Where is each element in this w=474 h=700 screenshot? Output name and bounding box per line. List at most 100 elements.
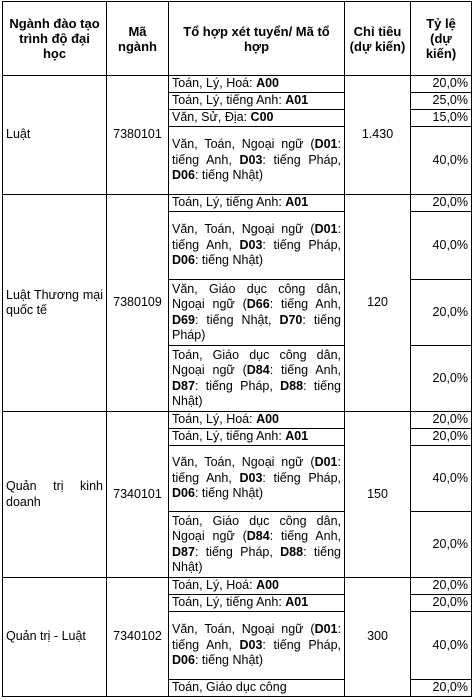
combination-cell: Toán, Lý, Hoá: A00 [168, 577, 345, 595]
combination-cell: Toán, Giáo dục công dân, Ngoại ngữ (D84:… [168, 345, 345, 412]
ratio-cell: 20,0% [410, 679, 472, 697]
header-row: Ngành đào tạo trình độ đại học Mã ngành … [2, 1, 472, 76]
combination-text: : tiếng Nhật) [194, 253, 264, 268]
ratio-cell: 20,0% [410, 594, 472, 612]
combination-cell: Văn, Giáo dục công dân, Ngoại ngữ (D66: … [168, 279, 345, 346]
combination-code: A00 [256, 578, 280, 593]
table-row: Toán, Lý, tiếng Anh: A01 20,0% [3, 594, 472, 612]
table-row: Toán, Giáo dục công 20,0% [3, 679, 472, 697]
combination-code: D87 [172, 378, 195, 393]
quota-cell: 150 [344, 411, 411, 578]
table-row: Luật Thương mại quốc tế 7380109 Toán, Lý, … [2, 194, 472, 412]
combination-text: : tiếng Nhật) [172, 544, 341, 575]
combination-code: D88 [280, 544, 304, 559]
major-code: 7380101 [106, 75, 169, 195]
combination-cell: Toán, Lý, tiếng Anh: A01 [168, 594, 345, 612]
combination-code: D69 [172, 312, 195, 327]
combination-text: : tiếng Pháp, [262, 152, 341, 167]
header-major: Ngành đào tạo trình độ đại học [2, 1, 107, 76]
combination-cell: Toán, Lý, tiếng Anh: A01 [168, 428, 345, 446]
combination-cell: Toán, Giáo dục công dân, Ngoại ngữ (D84:… [168, 511, 345, 578]
combination-text: Văn, Sử, Địa: [172, 110, 251, 125]
combination-cell: Văn, Sử, Địa: C00 [168, 109, 345, 127]
ratio-cell: 15,0% [410, 109, 472, 127]
combination-code: A01 [285, 93, 309, 108]
ratio-cell: 40,0% [410, 611, 472, 680]
combination-code: D01 [314, 455, 338, 470]
ratio-cell: 40,0% [410, 445, 472, 512]
combination-text: Toán, Giáo dục công dân, Ngoại ngữ ( [172, 347, 341, 378]
major-name: Luật Thương mại quốc tế [2, 194, 107, 412]
combination-cell: Toán, Lý, Hoá: A00 [168, 75, 345, 93]
combination-text: Văn, Toán, Ngoại ngữ ( [172, 222, 315, 237]
table-row: Quản trị kinh doanh 7340101 Toán, Lý, Hoá:… [2, 411, 472, 578]
table-row: Văn, Toán, Ngoại ngữ (D01: tiếng Anh, D0… [3, 211, 472, 280]
combination-code: A01 [285, 195, 309, 210]
quota-cell: 1.430 [344, 75, 411, 195]
table-row: Luật 7380101 Toán, Lý, Hoá: A00 1.430 20,0% [2, 75, 472, 195]
combination-cell: Toán, Lý, Hoá: A00 [168, 411, 345, 429]
combination-text: : tiếng Pháp, [194, 378, 281, 393]
combination-text: : tiếng Anh, [172, 222, 341, 252]
quota-cell: 120 [344, 194, 411, 412]
combination-text: : tiếng Nhật) [194, 653, 264, 668]
major-name: Luật [2, 75, 107, 195]
combination-text: : tiếng Anh, [269, 297, 341, 311]
table-row: Văn, Toán, Ngoại ngữ (D01: tiếng Anh, D0… [3, 611, 472, 680]
combination-text: : tiếng Anh, [172, 455, 341, 485]
combination-text: : tiếng Pháp) [172, 312, 341, 343]
table-row: Toán, Lý, tiếng Anh: A01 20,0% [3, 428, 472, 446]
combination-text: : tiếng Nhật) [172, 378, 341, 409]
ratio-cell: 20,0% [410, 75, 472, 93]
ratio-cell: 20,0% [410, 411, 472, 429]
ratio-cell: 20,0% [410, 279, 472, 346]
combination-text: Văn, Toán, Ngoại ngữ ( [172, 455, 315, 470]
table-row: Văn, Sử, Địa: C00 15,0% [3, 109, 472, 127]
ratio-cell: 20,0% [410, 428, 472, 446]
quota-cell: 300 [344, 577, 411, 697]
combination-code: D06 [172, 486, 195, 501]
combination-text: Toán, Lý, tiếng Anh: [172, 595, 286, 610]
combination-code: D01 [314, 137, 338, 152]
header-quota: Chỉ tiêu (dự kiến) [344, 1, 411, 76]
combination-code: D06 [172, 253, 195, 268]
table-row: Toán, Lý, tiếng Anh: A01 25,0% [3, 92, 472, 110]
combination-text: : tiếng Nhật) [194, 168, 264, 183]
combination-code: D03 [239, 152, 263, 167]
combination-text: Toán, Lý, Hoá: [172, 578, 257, 593]
combination-text: : tiếng Anh, [172, 137, 341, 167]
ratio-cell: 20,0% [410, 194, 472, 212]
major-code: 7340101 [106, 411, 169, 578]
combination-cell: Văn, Toán, Ngoại ngữ (D01: tiếng Anh, D0… [168, 445, 345, 512]
combination-text: Toán, Lý, tiếng Anh: [172, 195, 286, 210]
combination-text: : tiếng Pháp, [194, 544, 281, 559]
combination-code: C00 [250, 110, 274, 125]
combination-text: : tiếng Anh, [172, 622, 341, 652]
combination-text: Văn, Toán, Ngoại ngữ ( [172, 137, 315, 152]
combination-code: D84 [246, 363, 270, 377]
combination-cell: Toán, Giáo dục công [168, 679, 345, 697]
combination-text: Toán, Lý, tiếng Anh: [172, 429, 286, 444]
table-row: Toán, Giáo dục công dân, Ngoại ngữ (D84:… [3, 345, 472, 412]
table-row: Quản trị - Luật 7340102 Toán, Lý, Hoá: A00… [2, 577, 472, 697]
ratio-cell: 20,0% [410, 577, 472, 595]
header-combination: Tổ hợp xét tuyển/ Mã tổ hợp [168, 1, 345, 76]
combination-cell: Văn, Toán, Ngoại ngữ (D01: tiếng Anh, D0… [168, 211, 345, 280]
header-ratio: Tỷ lệ (dự kiến) [410, 1, 472, 76]
combination-cell: Văn, Toán, Ngoại ngữ (D01: tiếng Anh, D0… [168, 611, 345, 680]
ratio-cell: 40,0% [410, 126, 472, 195]
major-code: 7380109 [106, 194, 169, 412]
combination-cell: Toán, Lý, tiếng Anh: A01 [168, 92, 345, 110]
table-row: Toán, Giáo dục công dân, Ngoại ngữ (D84:… [3, 511, 472, 578]
combination-text: : tiếng Pháp, [262, 237, 341, 252]
combination-text: Toán, Lý, Hoá: [172, 76, 257, 91]
combination-text: : tiếng Nhật, [194, 312, 280, 327]
major-code: 7340102 [106, 577, 169, 697]
combination-code: A01 [285, 595, 309, 610]
combination-text: Văn, Toán, Ngoại ngữ ( [172, 622, 315, 637]
ratio-cell: 20,0% [410, 511, 472, 578]
combination-code: D01 [314, 622, 338, 637]
combination-code: A01 [285, 429, 309, 444]
combination-code: D01 [314, 222, 338, 237]
ratio-cell: 25,0% [410, 92, 472, 110]
